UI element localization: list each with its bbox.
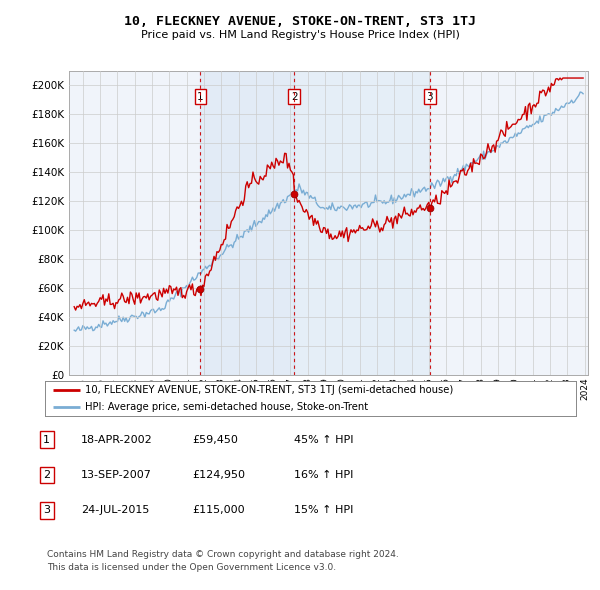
Text: 18-APR-2002: 18-APR-2002: [81, 435, 153, 444]
Text: This data is licensed under the Open Government Licence v3.0.: This data is licensed under the Open Gov…: [47, 563, 336, 572]
Text: 45% ↑ HPI: 45% ↑ HPI: [294, 435, 353, 444]
Bar: [200, 71, 294, 375]
Text: HPI: Average price, semi-detached house, Stoke-on-Trent: HPI: Average price, semi-detached house,…: [85, 402, 368, 412]
Text: £115,000: £115,000: [192, 506, 245, 515]
Text: 3: 3: [43, 506, 50, 515]
Text: Contains HM Land Registry data © Crown copyright and database right 2024.: Contains HM Land Registry data © Crown c…: [47, 550, 398, 559]
Text: £59,450: £59,450: [192, 435, 238, 444]
Text: 3: 3: [427, 92, 433, 102]
Text: 24-JUL-2015: 24-JUL-2015: [81, 506, 149, 515]
Text: 10, FLECKNEY AVENUE, STOKE-ON-TRENT, ST3 1TJ: 10, FLECKNEY AVENUE, STOKE-ON-TRENT, ST3…: [124, 15, 476, 28]
Text: 1: 1: [43, 435, 50, 444]
Text: 2: 2: [43, 470, 50, 480]
Text: 10, FLECKNEY AVENUE, STOKE-ON-TRENT, ST3 1TJ (semi-detached house): 10, FLECKNEY AVENUE, STOKE-ON-TRENT, ST3…: [85, 385, 453, 395]
Text: £124,950: £124,950: [192, 470, 245, 480]
Text: 13-SEP-2007: 13-SEP-2007: [81, 470, 152, 480]
Bar: [294, 71, 430, 375]
Text: 15% ↑ HPI: 15% ↑ HPI: [294, 506, 353, 515]
Text: 2: 2: [291, 92, 298, 102]
Text: 1: 1: [197, 92, 204, 102]
Text: Price paid vs. HM Land Registry's House Price Index (HPI): Price paid vs. HM Land Registry's House …: [140, 30, 460, 40]
Text: 16% ↑ HPI: 16% ↑ HPI: [294, 470, 353, 480]
